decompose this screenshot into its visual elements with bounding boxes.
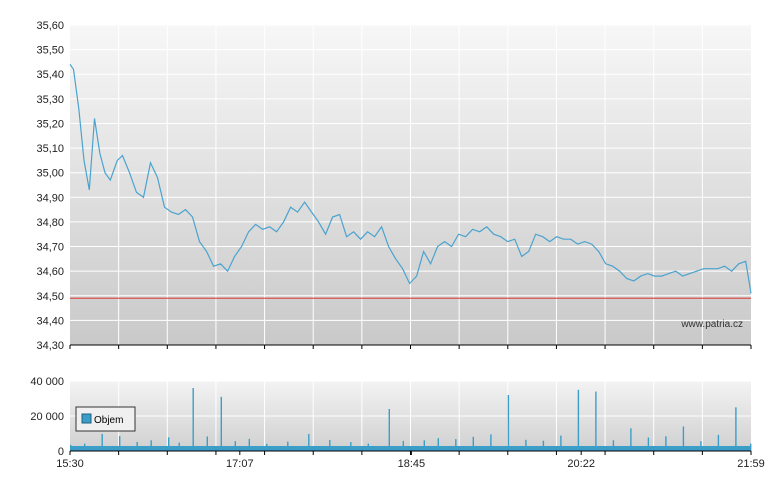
volume-bar <box>350 442 352 451</box>
volume-bar <box>178 442 180 451</box>
volume-bar <box>367 443 369 451</box>
volume-bar <box>455 439 457 451</box>
price-y-tick-label: 34,40 <box>36 315 64 327</box>
volume-bar <box>560 435 562 451</box>
volume-bar <box>750 443 752 451</box>
volume-bar <box>70 444 72 451</box>
volume-bar <box>525 439 527 451</box>
volume-bar <box>682 426 685 451</box>
volume-bar <box>700 441 702 451</box>
volume-y-axis: 0 20 000 40 000 <box>30 376 64 458</box>
watermark: www.patria.cz <box>680 319 743 330</box>
volume-bar <box>423 440 425 451</box>
price-y-tick-label: 34,80 <box>36 217 64 229</box>
price-y-tick-label: 35,60 <box>36 20 64 32</box>
volume-bar <box>388 409 390 451</box>
volume-bar <box>101 433 103 451</box>
volume-bar <box>647 437 650 451</box>
price-y-tick-label: 35,00 <box>36 168 64 180</box>
volume-x-tick-label: 17:07 <box>226 458 254 470</box>
volume-bar <box>287 441 289 451</box>
price-y-tick-label: 35,10 <box>36 143 64 155</box>
legend-label-objem: Objem <box>94 415 123 426</box>
volume-x-tick-label: 15:30 <box>56 458 84 470</box>
volume-bar <box>84 443 86 451</box>
volume-bar <box>234 441 236 451</box>
price-y-tick-label: 34,50 <box>36 291 64 303</box>
volume-bar <box>136 441 138 451</box>
price-grid <box>70 24 751 346</box>
volume-bar <box>119 436 121 451</box>
volume-bar <box>612 440 615 451</box>
volume-bar <box>630 428 632 452</box>
price-y-tick-label: 34,30 <box>36 340 64 352</box>
volume-bar <box>248 438 250 451</box>
price-y-tick-label: 35,20 <box>36 118 64 130</box>
volume-legend: Objem <box>75 406 136 432</box>
price-series-line <box>69 64 752 294</box>
volume-y-tick-label: 40 000 <box>30 376 64 388</box>
volume-baseline-band <box>70 446 751 451</box>
price-y-tick-label: 35,30 <box>36 94 64 106</box>
price-y-tick-label: 34,60 <box>36 266 64 278</box>
volume-bar <box>220 396 222 452</box>
volume-bar <box>192 388 194 451</box>
volume-bar <box>266 443 268 451</box>
volume-bar <box>402 440 404 451</box>
volume-bar <box>507 395 510 451</box>
volume-bar <box>665 436 667 451</box>
volume-bar <box>542 440 545 451</box>
volume-x-tick-label: 18:45 <box>398 458 426 470</box>
volume-bar <box>308 434 310 451</box>
volume-bars <box>70 388 752 452</box>
volume-bar <box>595 391 597 451</box>
volume-bar <box>206 436 208 451</box>
price-x-ticks <box>69 345 752 349</box>
price-y-tick-label: 35,50 <box>36 45 64 57</box>
volume-x-tick-label: 20:22 <box>567 458 595 470</box>
volume-bar <box>150 440 152 451</box>
volume-bar <box>472 436 474 451</box>
volume-bar <box>437 438 439 451</box>
legend-swatch <box>81 413 92 424</box>
volume-x-axis: 15:30 17:07 18:45 20:22 21:59 <box>56 451 765 470</box>
price-y-tick-label: 35,40 <box>36 69 64 81</box>
volume-bar <box>735 407 737 452</box>
volume-bar <box>490 434 492 451</box>
volume-bar <box>168 437 170 451</box>
volume-bar <box>577 389 580 452</box>
volume-bar <box>717 434 720 451</box>
volume-y-tick-label: 20 000 <box>30 411 64 423</box>
volume-bar <box>329 440 331 451</box>
volume-y-tick-label: 0 <box>58 446 64 458</box>
price-y-tick-label: 34,70 <box>36 242 64 254</box>
price-y-axis: 34,30 34,40 34,50 34,60 34,70 34,80 34,90 35,00… <box>36 20 64 352</box>
price-y-tick-label: 34,90 <box>36 192 64 204</box>
volume-x-tick-label: 21:59 <box>737 458 765 470</box>
